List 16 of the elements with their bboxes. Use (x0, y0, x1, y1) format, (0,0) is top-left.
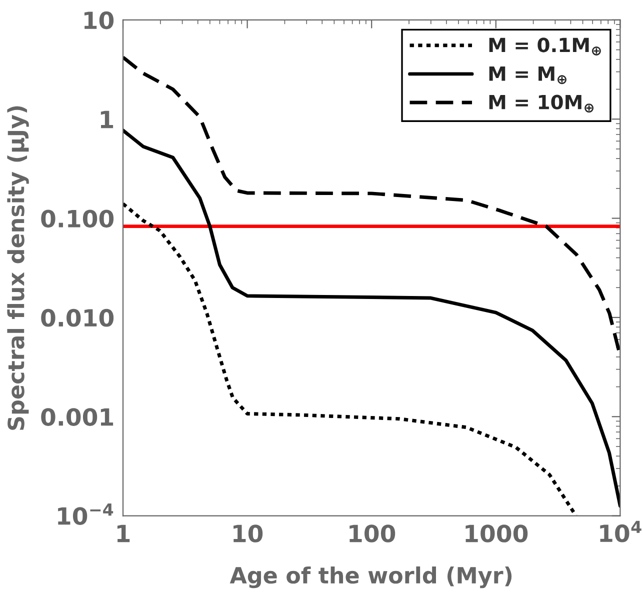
x-tick-label: 1000 (466, 524, 528, 542)
y-tick-label: 1 (100, 110, 114, 128)
x-tick-label: 100 (350, 524, 396, 542)
x-tick-label: 10 (234, 524, 263, 542)
y-tick-label: 0.100 (41, 210, 114, 228)
x-tick-label: 1 (117, 524, 130, 542)
legend-label: M = 10M$_{⊕}$ (489, 94, 594, 113)
legend-label: M = M$_{⊕}$ (489, 66, 566, 84)
x-axis-title: Age of the world (Myr) (230, 566, 512, 588)
y-tick-label: 0.010 (41, 308, 114, 327)
y-tick-label: 10 (84, 11, 114, 30)
legend-label: M = 0.1M$_{⊕}$ (489, 38, 601, 56)
y-axis-title: Spectral flux density (μJy) (7, 106, 29, 430)
y-tick-label: 0.001 (41, 408, 114, 426)
x-tick-label: 10$^{4}$ (600, 520, 642, 542)
y-tick-label: 10$^{−4}$ (58, 504, 114, 525)
